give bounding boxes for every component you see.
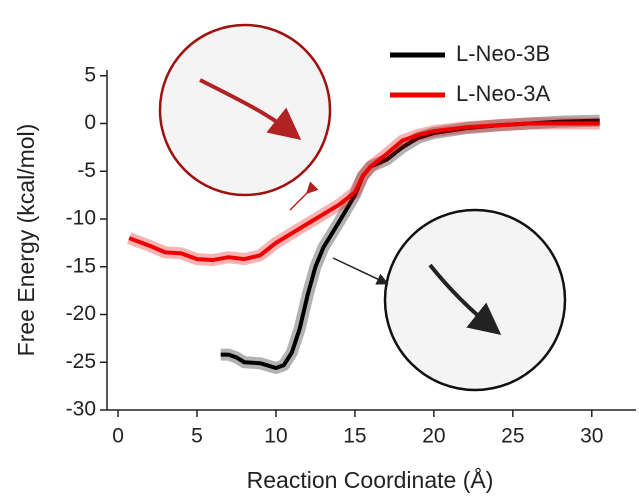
y-tick-label: -15 <box>66 254 96 277</box>
y-tick-label: -25 <box>66 350 96 373</box>
x-tick-label: 5 <box>191 425 203 448</box>
legend-label: L-Neo-3B <box>456 41 550 66</box>
y-tick-label: -10 <box>66 207 96 230</box>
x-tick-label: 10 <box>264 425 287 448</box>
inset-arrow <box>199 78 302 140</box>
y-axis-title: Free Energy (kcal/mol) <box>13 124 39 357</box>
pointer-arrow <box>332 257 389 285</box>
x-tick-label: 30 <box>580 425 603 448</box>
inset-3a <box>158 23 332 197</box>
x-tick-label: 0 <box>112 425 124 448</box>
inset-arrow <box>428 263 502 335</box>
x-tick-label: 20 <box>422 425 445 448</box>
inset-3b <box>383 208 567 392</box>
line <box>128 121 600 263</box>
x-tick-label: 15 <box>343 425 366 448</box>
y-tick-label: -5 <box>77 159 96 182</box>
y-tick-label: -20 <box>66 302 96 325</box>
legend-label: L-Neo-3A <box>456 81 550 106</box>
pointer-arrow <box>289 181 319 211</box>
x-axis-title: Reaction Coordinate (Å) <box>247 466 494 493</box>
y-tick-label: -30 <box>66 398 96 421</box>
y-tick-label: 0 <box>84 111 96 134</box>
x-tick-label: 25 <box>501 425 524 448</box>
y-tick-label: 5 <box>84 63 96 86</box>
